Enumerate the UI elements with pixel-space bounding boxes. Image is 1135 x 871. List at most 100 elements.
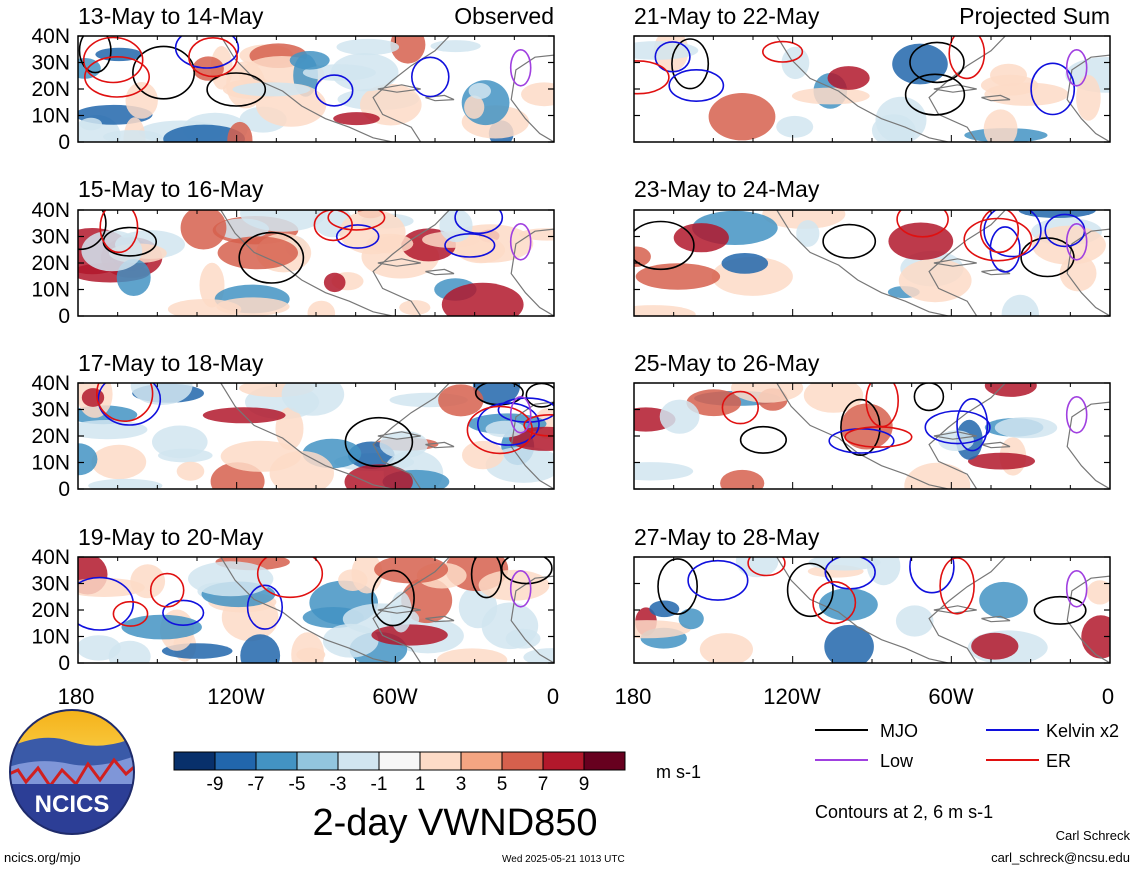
shading-blob: [519, 228, 554, 241]
er-contour: [896, 210, 949, 238]
shading-blob: [227, 121, 253, 142]
shading-blob: [898, 258, 972, 303]
kelvin-contour: [78, 576, 134, 631]
shading-blob: [438, 384, 484, 417]
kelvin-contour: [687, 559, 749, 601]
colorbar-tick-label: 9: [579, 774, 590, 795]
colorbar-swatch: [542, 751, 585, 771]
lat-tick-label: 30N: [31, 399, 70, 422]
shading-blob: [163, 124, 245, 142]
er-contour: [963, 217, 1033, 262]
colorbar: -9 -7 -5 -3 -1 1 3 5 7 9: [173, 751, 626, 795]
lat-tick-label: 20N: [31, 425, 70, 448]
er-contour: [948, 36, 986, 80]
shading-blob: [721, 253, 769, 274]
lon-tick-label: 0: [1102, 684, 1114, 709]
colorbar-swatch: [419, 751, 462, 771]
lat-tick-label: 40N: [31, 372, 70, 395]
mjo-contour: [822, 223, 877, 259]
legend-label: ER: [1046, 751, 1071, 771]
lat-tick-label: 40N: [31, 546, 70, 569]
colorbar-swatch: [378, 751, 421, 771]
coastline: [933, 431, 977, 440]
coastline: [220, 36, 451, 142]
shading-blob: [634, 462, 694, 481]
shading-blob: [1081, 615, 1110, 659]
shading-blob: [180, 210, 227, 250]
mjo-contour: [739, 425, 788, 454]
coastline: [510, 54, 554, 142]
shading-blob: [523, 648, 554, 663]
shading-blob: [374, 557, 449, 584]
shading-blob: [464, 95, 485, 119]
shading-blob: [791, 87, 870, 105]
colorbar-tick-label: 7: [538, 774, 549, 795]
shading-blob: [125, 82, 158, 119]
colorbar-swatch: [296, 751, 339, 771]
mjo-contour: [657, 558, 699, 615]
shading-blob: [938, 430, 974, 451]
footer-timestamp: Wed 2025-05-21 1013 UTC: [502, 854, 625, 865]
shading-blob: [979, 581, 1028, 619]
kelvin-contour: [497, 397, 554, 423]
lat-tick-label: 30N: [31, 52, 70, 75]
shading-blob: [468, 83, 491, 99]
shading-blob: [430, 40, 481, 53]
er-contour: [313, 210, 353, 242]
kelvin-contour: [314, 74, 354, 107]
er-contour: [979, 210, 1020, 254]
mjo-contour: [786, 562, 834, 618]
shading-blob: [776, 115, 814, 138]
lat-tick-label: 30N: [31, 226, 70, 249]
lon-tick-label: 180: [58, 684, 95, 709]
shading-blob: [240, 634, 281, 663]
colorbar-tick-label: -9: [207, 774, 224, 795]
shading-blob: [888, 222, 954, 261]
shading-blob: [634, 41, 699, 60]
kelvin-contour: [654, 41, 691, 73]
shading-blob: [458, 585, 498, 629]
logo-label: NCICS: [35, 791, 110, 818]
low-contour: [1065, 49, 1088, 87]
coastline: [981, 94, 1011, 102]
shading-blob: [339, 210, 406, 255]
panel-title: 21-May to 22-May: [634, 3, 820, 29]
er-contour: [634, 60, 670, 95]
colorbar-swatch: [583, 751, 626, 771]
coastline: [510, 401, 554, 489]
shading-blob: [81, 388, 105, 407]
legend-label: Kelvin x2: [1046, 721, 1119, 741]
er-contour: [761, 40, 804, 63]
shading-blob: [659, 399, 700, 434]
low-contour: [1065, 395, 1088, 434]
shading-blob: [1018, 210, 1096, 218]
shading-blob: [281, 383, 345, 416]
coastline: [220, 210, 451, 316]
low-contour: [509, 49, 532, 87]
lat-tick-label: 20N: [31, 599, 70, 622]
er-contour: [256, 557, 324, 599]
coastline: [425, 615, 455, 623]
lat-tick-label: 10N: [31, 626, 70, 649]
er-contour: [327, 210, 386, 231]
shading-blob: [91, 444, 147, 480]
panel-title: 19-May to 20-May: [78, 524, 264, 550]
shading-blob: [824, 624, 874, 663]
map-panel: 13-May to 14-May Observed 40N 30N 20N 10N 0: [31, 3, 555, 154]
coastline: [776, 383, 1007, 489]
kelvin-contour: [162, 599, 205, 626]
colorbar-units: m s-1: [656, 762, 701, 782]
colorbar-tick-label: -3: [330, 774, 347, 795]
mjo-contour: [671, 38, 710, 90]
shading-blob: [289, 51, 330, 70]
variable-title: 2-day VWND850: [312, 802, 597, 844]
kelvin-contour: [454, 210, 504, 235]
shading-blob: [983, 109, 1018, 142]
panel-title: 23-May to 24-May: [634, 176, 820, 202]
shading-blob: [462, 440, 504, 470]
shading-blob: [731, 383, 804, 403]
lat-tick-label: 20N: [31, 252, 70, 275]
shading-blob: [840, 403, 893, 450]
kelvin-contour: [174, 36, 240, 69]
panel-title: 17-May to 18-May: [78, 350, 264, 376]
